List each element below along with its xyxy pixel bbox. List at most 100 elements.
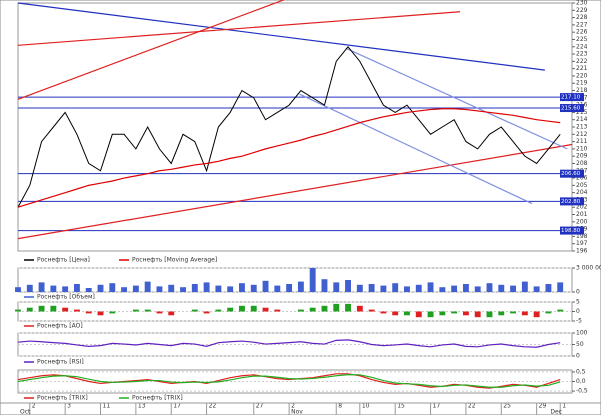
y-tick-label: 219 — [576, 80, 588, 87]
series-line — [17, 373, 561, 388]
series-line — [17, 373, 561, 389]
bar — [557, 309, 564, 312]
bar — [427, 282, 434, 292]
level-box — [560, 104, 584, 113]
bar — [368, 309, 375, 312]
legend-label: Роснефть [Объем] — [37, 294, 95, 301]
x-tick-label: 11 — [103, 403, 111, 410]
y-tick-label: 230 — [576, 0, 588, 7]
trend-line — [17, 11, 461, 46]
level-label: 198.80 — [561, 228, 581, 234]
bar — [345, 280, 351, 292]
y-tick-label: 204 — [576, 189, 588, 196]
y-tick-label: 212 — [576, 131, 588, 138]
trend-line — [17, 2, 545, 71]
bar — [533, 286, 540, 292]
bar — [109, 283, 116, 292]
y-tick-label: 223 — [576, 51, 588, 58]
bar — [451, 311, 458, 314]
x-tick-label: 22 — [468, 403, 476, 410]
y-tick-label: 0 — [576, 353, 580, 360]
bar — [451, 285, 458, 292]
level-label: 202.80 — [561, 199, 581, 205]
bar — [203, 282, 210, 292]
bar — [62, 286, 69, 292]
bar — [26, 307, 33, 312]
bar — [156, 286, 163, 292]
y-tick-label: 221 — [576, 65, 588, 72]
bar — [297, 281, 304, 292]
bar — [474, 311, 481, 318]
bar — [557, 282, 564, 292]
series-line — [17, 45, 561, 208]
bar — [486, 283, 493, 292]
bar — [356, 305, 363, 312]
panel-frame — [17, 2, 573, 252]
bar — [239, 283, 245, 292]
bar — [73, 309, 80, 312]
y-tick-label: 200 — [576, 218, 588, 225]
bar — [486, 311, 493, 318]
bar — [215, 309, 222, 312]
bar — [97, 311, 104, 316]
month-label: Nov — [291, 409, 303, 415]
bar — [510, 285, 517, 292]
bar — [97, 284, 104, 292]
bar — [85, 288, 92, 292]
bar — [439, 311, 446, 316]
bar — [521, 311, 528, 316]
bar — [533, 311, 540, 318]
y-tick-label: 215 — [576, 109, 588, 116]
y-tick-label: 213 — [576, 124, 588, 131]
bar — [50, 305, 57, 312]
y-tick-label: 228 — [576, 14, 588, 21]
y-tick-label: 201 — [576, 211, 588, 218]
y-tick-label: 202 — [576, 204, 588, 211]
bar — [545, 311, 552, 314]
y-tick-label: 100 — [576, 330, 588, 337]
x-tick-label: 15 — [397, 403, 405, 410]
y-tick-label: -0,5 — [576, 388, 588, 395]
y-tick-label: 229 — [576, 7, 588, 14]
x-tick-label: 22 — [209, 403, 217, 410]
bar — [191, 309, 198, 312]
trend-line — [345, 47, 568, 150]
bar — [427, 311, 434, 318]
x-tick-label: 13 — [138, 403, 146, 410]
x-tick-label: 29 — [539, 403, 547, 410]
bar — [333, 303, 340, 312]
bar — [250, 305, 257, 312]
bar — [274, 309, 281, 312]
bar — [203, 311, 210, 314]
bar — [462, 284, 469, 292]
y-tick-label: 196 — [576, 248, 588, 255]
series-line — [17, 339, 561, 348]
bar — [404, 286, 410, 292]
y-tick-label: 225 — [576, 36, 588, 43]
x-tick-label: 17 — [433, 403, 441, 410]
legend-label: Роснефть [AO] — [37, 323, 83, 330]
bar — [510, 311, 517, 314]
x-tick-label: 10 — [362, 403, 370, 410]
bar — [498, 284, 505, 292]
bar — [345, 303, 351, 312]
trend-line — [299, 93, 533, 205]
bar — [191, 284, 198, 292]
y-tick-label: 218 — [576, 87, 588, 94]
y-tick-label: 205 — [576, 182, 588, 189]
bar — [309, 268, 316, 292]
bar — [498, 311, 505, 316]
legend-label: Роснефть [Moving Average] — [132, 257, 217, 264]
level-box — [560, 197, 584, 206]
y-tick-label: 220 — [576, 72, 588, 79]
bar — [38, 282, 45, 292]
bar — [262, 280, 269, 292]
legend-label: Роснефть [TRIX] — [37, 395, 88, 402]
bar — [333, 282, 340, 292]
x-tick-label: 3 — [67, 403, 71, 410]
bar — [262, 307, 269, 312]
x-tick-label: 2 — [291, 403, 295, 410]
y-tick-label: 211 — [576, 138, 588, 145]
x-tick-label: 25 — [503, 403, 511, 410]
